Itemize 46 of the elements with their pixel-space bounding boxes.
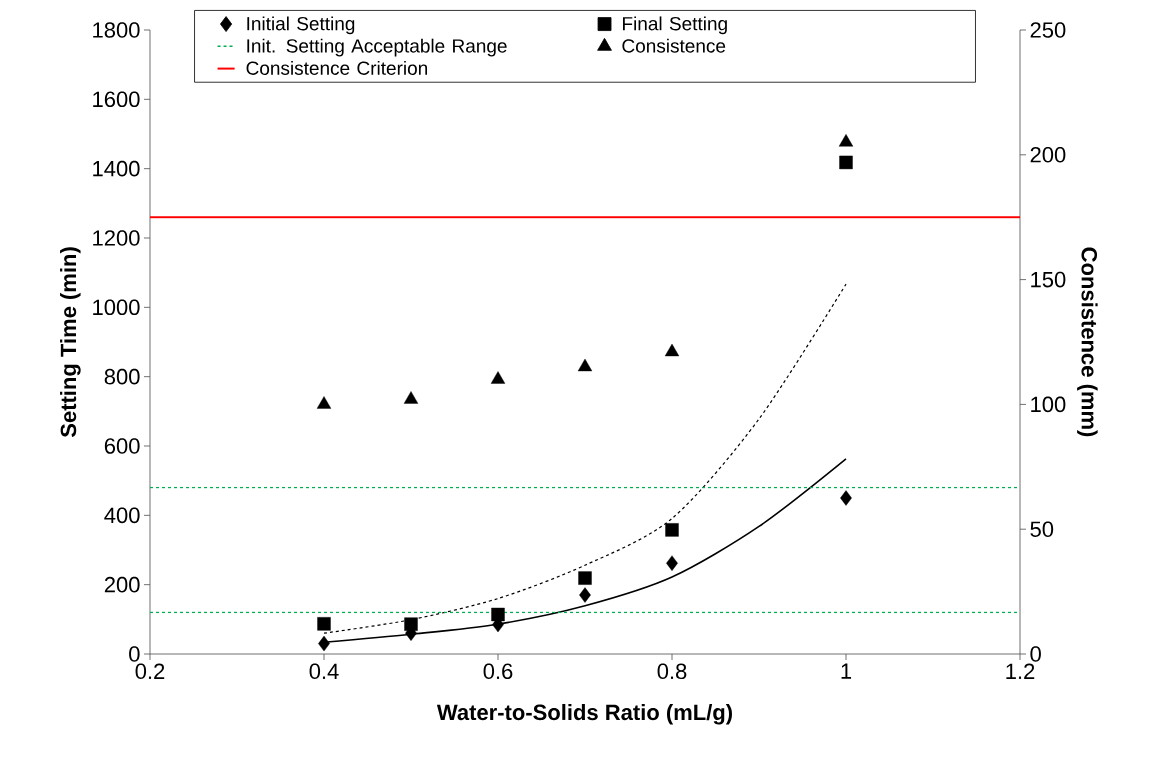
point: [666, 555, 678, 571]
point: [317, 617, 331, 631]
y2-tick-label: 50: [1030, 521, 1054, 537]
point: [490, 371, 506, 384]
x-tick-label: 0.8: [657, 663, 687, 680]
y2-tick-label: 0: [1030, 646, 1041, 662]
x-tick-label: 0.6: [483, 663, 513, 680]
x-tick-label: 0.4: [309, 663, 339, 680]
y2-tick-label: 250: [1030, 22, 1066, 38]
x-axis-title: Water-to-Solids Ratio (mL/g): [436, 703, 732, 725]
point: [403, 391, 419, 404]
y-tick-label: 0: [129, 646, 140, 662]
y2-tick-label: 150: [1031, 271, 1066, 288]
point: [318, 635, 330, 652]
point: [840, 490, 852, 506]
point: [839, 155, 853, 170]
point: [316, 396, 332, 409]
y-tick-label: 1800: [93, 22, 140, 38]
legend-label: Final Setting: [623, 16, 727, 35]
x-tick-label: 1.2: [1006, 663, 1035, 679]
y-tick-label: 1200: [93, 230, 140, 246]
y-tick-label: 600: [104, 438, 140, 454]
x-tick-label: 0.2: [135, 663, 165, 680]
point: [665, 523, 679, 537]
point: [838, 134, 854, 147]
y-tick-label: 1600: [93, 91, 140, 108]
y-tick-label: 200: [104, 576, 140, 593]
y2-tick-label: 100: [1031, 396, 1066, 413]
y-tick-label: 800: [104, 368, 140, 385]
y-tick-label: 1400: [93, 160, 140, 177]
point: [404, 617, 418, 631]
x-tick-label: 1: [841, 663, 852, 679]
point: [491, 607, 505, 622]
y-axis-title: Setting Time (min): [60, 247, 81, 438]
y-tick-label: 1000: [93, 299, 140, 316]
y2-tick-label: 200: [1030, 147, 1066, 163]
legend-label: Init. Setting Acceptable Range: [247, 38, 507, 57]
point: [577, 358, 593, 372]
y-tick-label: 400: [104, 507, 140, 524]
legend-label: Consistence Criterion: [246, 60, 428, 75]
legend-label: Initial Setting: [247, 16, 355, 35]
point: [579, 587, 591, 603]
legend-label: Consistence: [622, 38, 726, 53]
point: [578, 571, 592, 585]
point: [664, 343, 680, 357]
y2-axis-title: Consistence (mm): [1077, 247, 1098, 437]
